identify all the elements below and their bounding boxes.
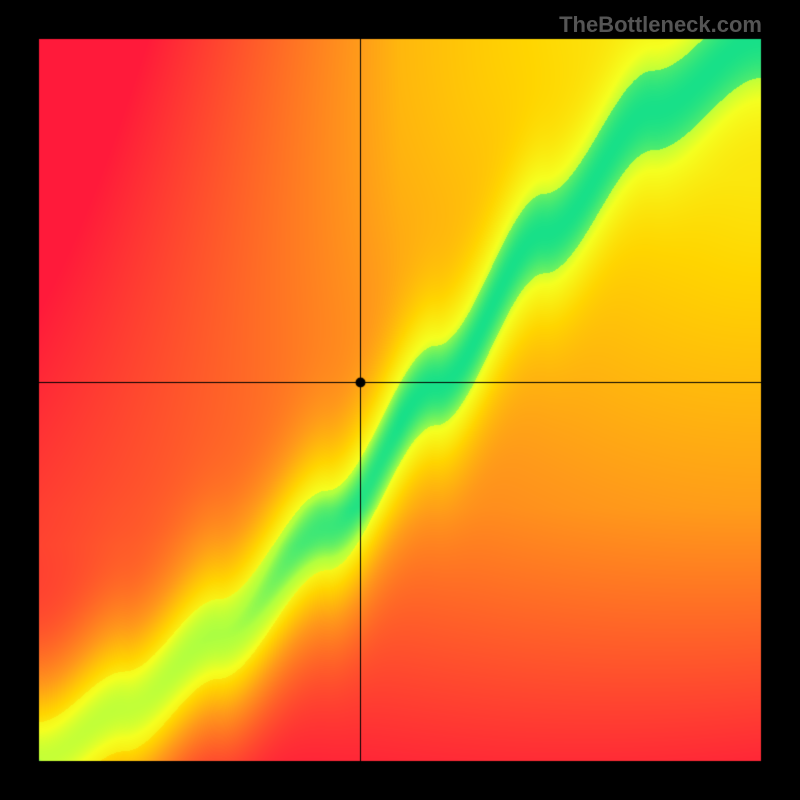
watermark-text: TheBottleneck.com	[559, 12, 762, 38]
chart-container: TheBottleneck.com	[0, 0, 800, 800]
bottleneck-heatmap	[38, 38, 762, 762]
